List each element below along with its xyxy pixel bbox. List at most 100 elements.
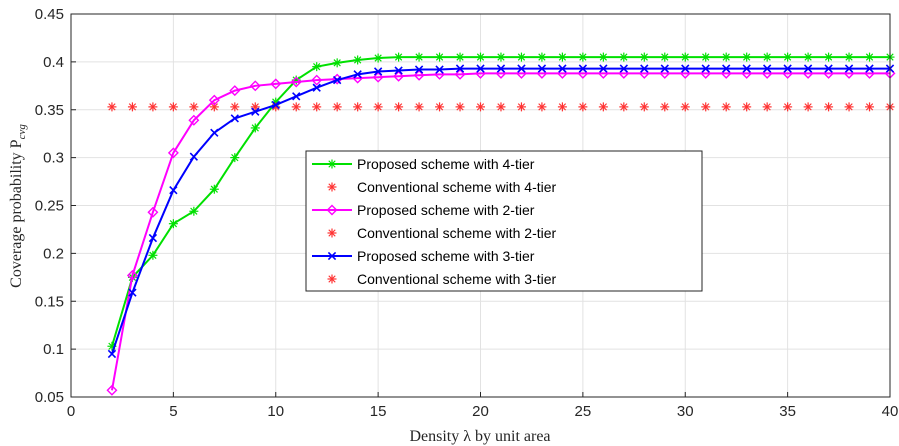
data-point [332, 102, 342, 112]
marker-stroke [804, 53, 812, 61]
y-tick-label: 0.1 [43, 341, 64, 358]
data-point [106, 384, 118, 396]
y-tick-label: 0.25 [35, 198, 64, 215]
marker-stroke [538, 103, 546, 111]
marker-stroke [517, 103, 526, 111]
y-tick-label: 0.3 [43, 150, 64, 167]
marker-stroke [681, 64, 690, 73]
data-point [189, 206, 199, 216]
data-point [168, 219, 178, 229]
marker-stroke [783, 103, 792, 111]
data-point [312, 102, 322, 112]
legend-label: Conventional scheme with 2-tier [357, 225, 557, 241]
marker-stroke [619, 64, 628, 73]
marker-stroke [328, 160, 336, 168]
marker-stroke [169, 220, 178, 228]
data-point [762, 52, 772, 62]
data-point [803, 64, 813, 73]
marker-stroke [599, 103, 608, 111]
data-point [598, 52, 608, 62]
data-point [598, 102, 608, 112]
y-axis-label-sub: cvg [16, 124, 28, 140]
marker-stroke [865, 53, 874, 61]
data-point [270, 78, 282, 90]
legend-entry-2: Conventional scheme with 4-tier [327, 179, 557, 195]
series-3 [106, 67, 896, 396]
data-point [230, 102, 240, 112]
marker-stroke [435, 65, 444, 74]
marker-stroke [804, 103, 812, 111]
marker-stroke [702, 103, 710, 111]
marker-stroke [149, 251, 157, 259]
legend-marker [326, 204, 338, 216]
marker-stroke [374, 103, 382, 111]
data-point [353, 102, 363, 112]
marker-stroke [620, 103, 628, 111]
marker-stroke [271, 100, 280, 110]
x-axis-label: Density λ by unit area [409, 428, 550, 445]
data-point [660, 64, 669, 73]
data-point [639, 102, 649, 112]
data-point [168, 102, 178, 112]
marker-stroke [313, 103, 321, 111]
marker-stroke [824, 64, 833, 73]
data-point [578, 64, 588, 73]
data-point [558, 64, 567, 73]
marker-stroke [476, 64, 485, 73]
x-tick-label: 40 [882, 403, 899, 420]
marker-stroke [578, 64, 588, 73]
marker-stroke [742, 64, 751, 73]
data-point [230, 114, 239, 123]
marker-stroke [845, 103, 853, 111]
marker-stroke [743, 103, 751, 111]
data-point [209, 184, 219, 194]
marker-stroke [292, 92, 301, 101]
data-point [537, 102, 547, 112]
data-point [148, 233, 158, 243]
data-point [517, 64, 526, 73]
marker-stroke [456, 103, 464, 111]
marker-stroke [681, 53, 689, 61]
data-point [372, 71, 384, 83]
legend-label: Proposed scheme with 3-tier [357, 248, 535, 264]
data-point [516, 102, 526, 112]
x-tick-label: 35 [779, 403, 796, 420]
data-point [578, 52, 588, 62]
x-tick-label: 20 [472, 403, 489, 420]
marker-stroke [107, 349, 117, 359]
data-point [312, 83, 321, 92]
data-point [414, 52, 424, 62]
legend-marker [327, 182, 337, 192]
data-point [721, 52, 731, 62]
marker-stroke [476, 53, 485, 61]
ticks: 0 5 10 15 20 25 30 35 40 0.05 0.1 0.15 0.2 0.25 0.3 0.3… [35, 6, 899, 420]
marker-stroke [210, 185, 218, 193]
marker-stroke [783, 53, 792, 61]
marker-stroke [190, 103, 198, 111]
data-point [865, 52, 875, 62]
data-point [148, 250, 158, 260]
data-point [619, 102, 629, 112]
data-point [476, 64, 485, 73]
marker-stroke [230, 114, 239, 123]
x-tick-label: 10 [267, 403, 284, 420]
data-point [537, 64, 547, 73]
legend: Proposed scheme with 4-tier Conventional … [305, 150, 703, 292]
marker-stroke [210, 103, 218, 111]
marker-stroke [497, 103, 505, 111]
marker-stroke [435, 103, 444, 111]
marker-stroke [701, 64, 710, 73]
marker-stroke [722, 64, 731, 73]
data-point [639, 52, 649, 62]
marker-stroke [763, 103, 771, 111]
data-point [414, 102, 424, 112]
marker-stroke [476, 103, 485, 111]
data-point [619, 52, 629, 62]
legend-label: Conventional scheme with 4-tier [357, 179, 557, 195]
data-point [681, 64, 690, 73]
data-point [476, 52, 485, 62]
data-point [312, 62, 322, 72]
marker-stroke [579, 103, 587, 111]
data-point [373, 102, 383, 112]
